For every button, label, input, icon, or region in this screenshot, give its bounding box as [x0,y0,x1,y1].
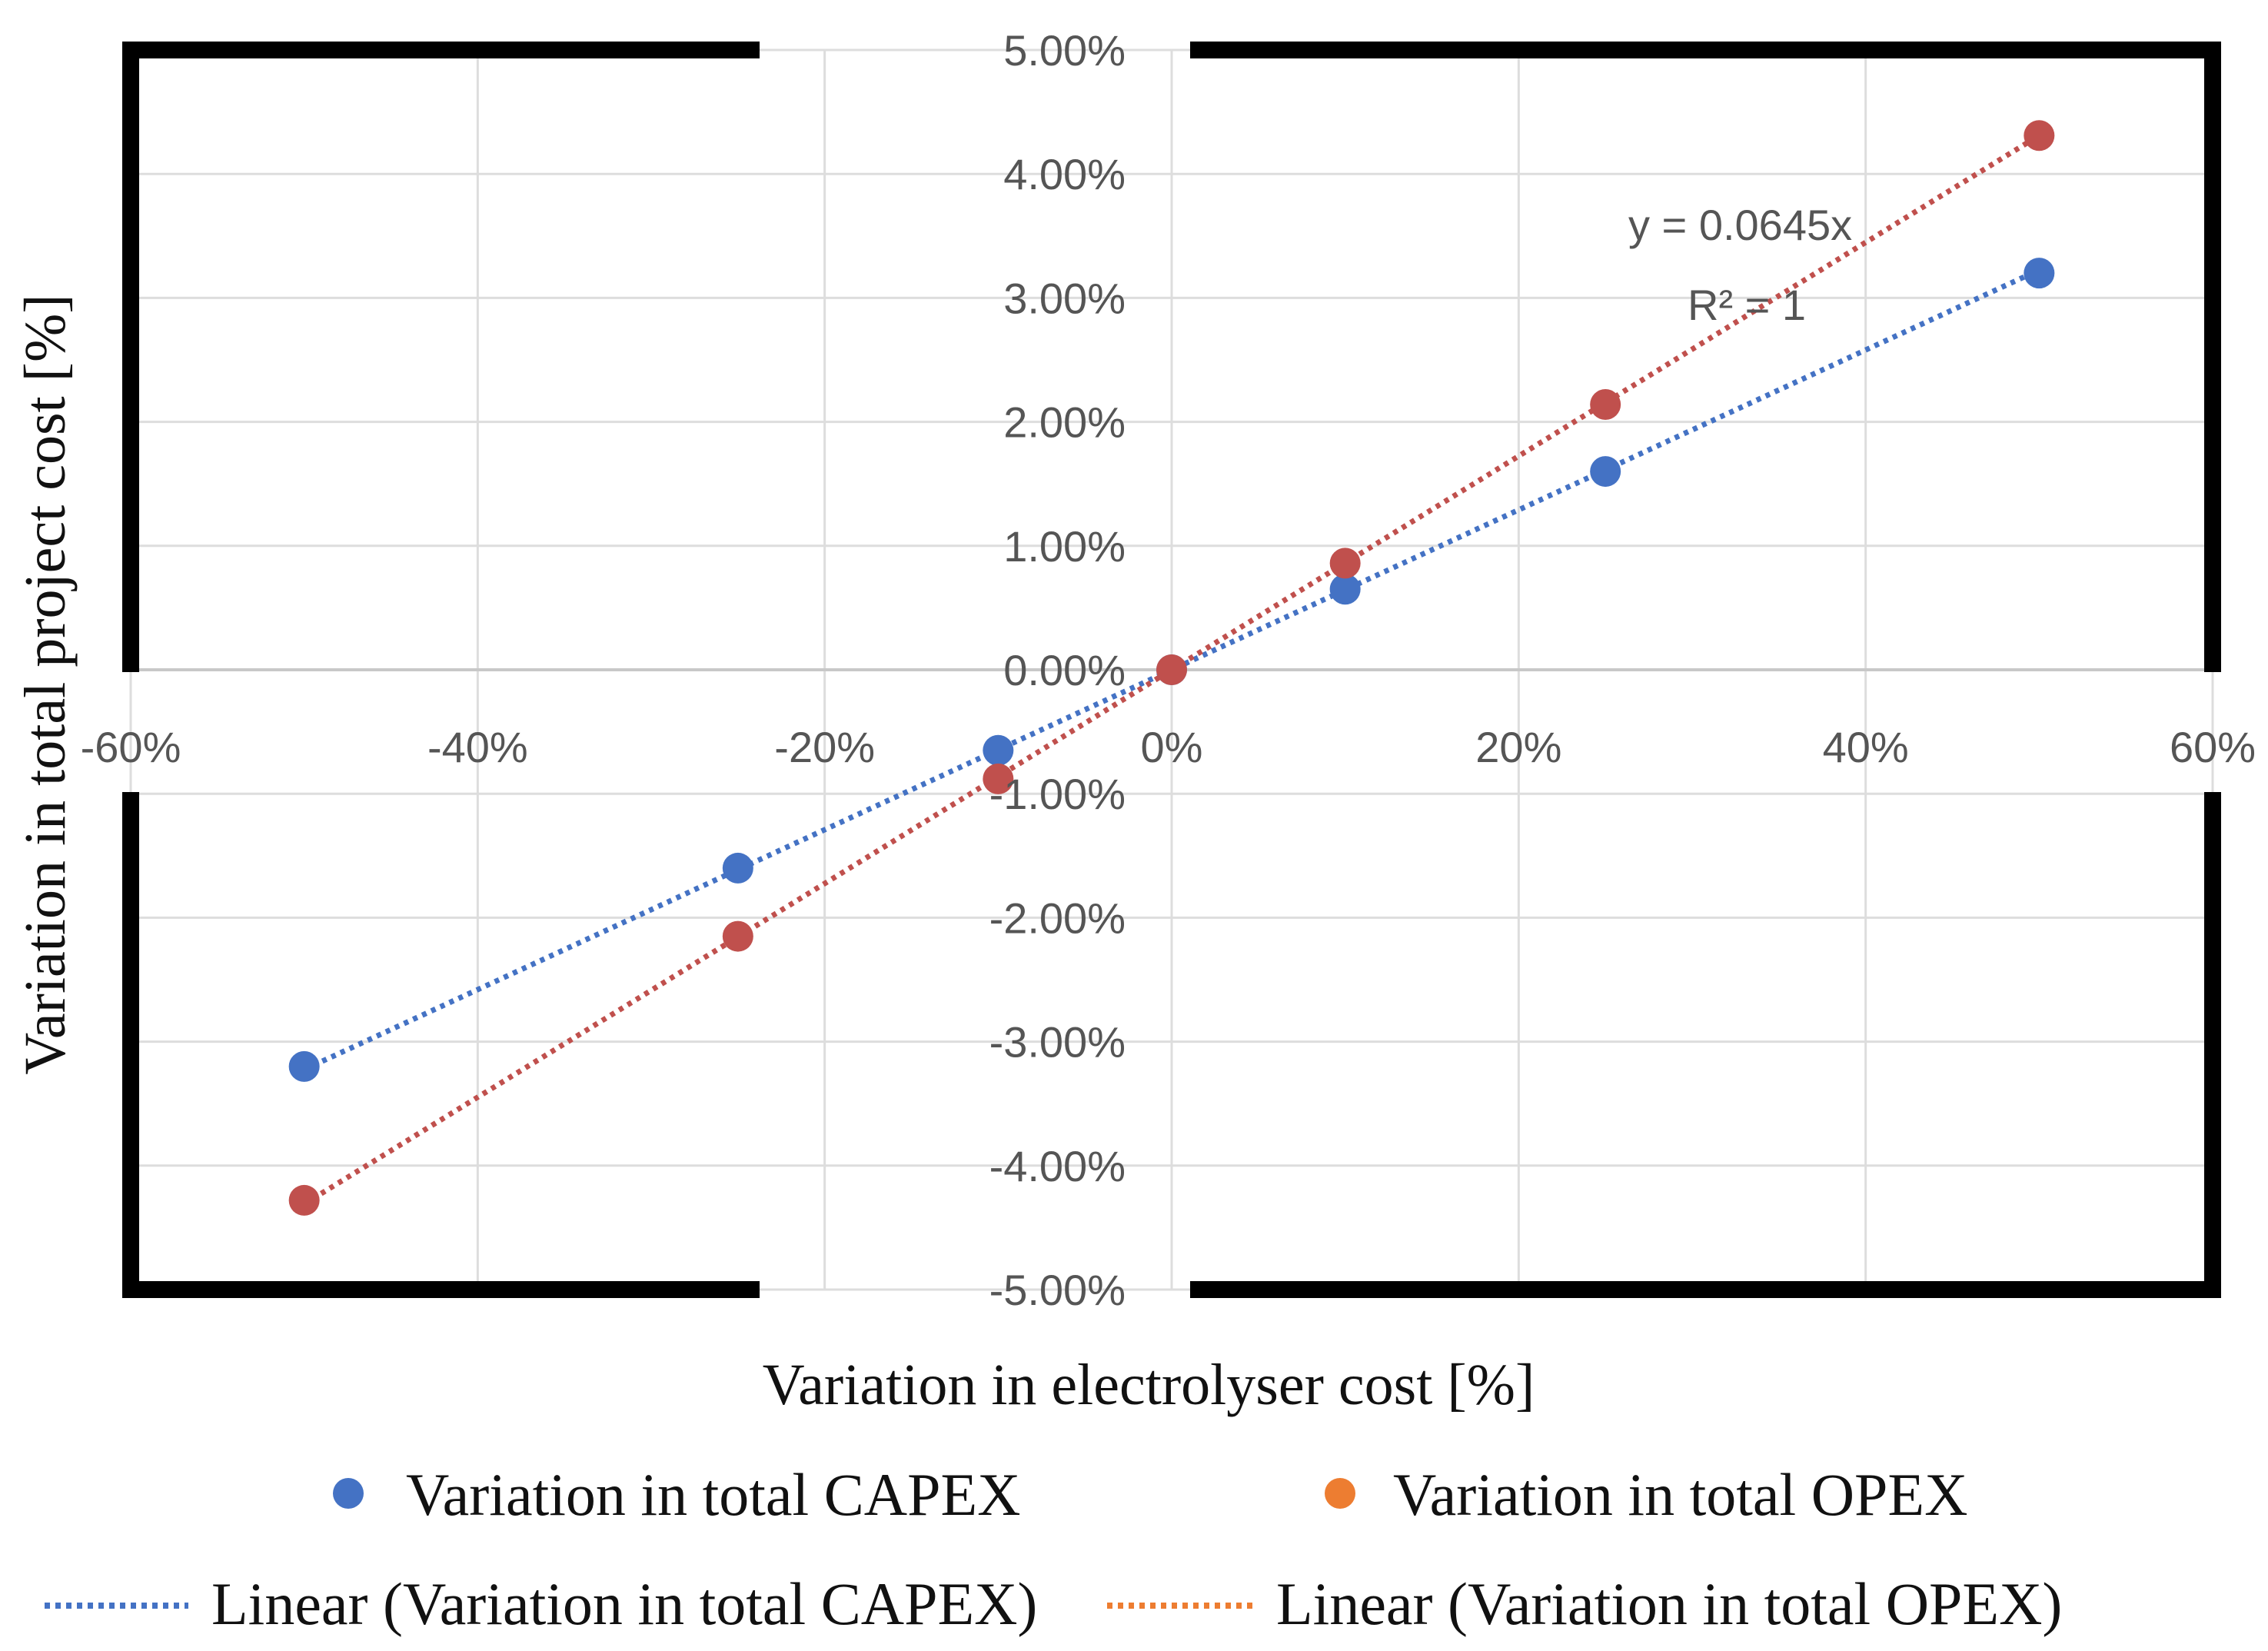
opex-point [722,920,753,952]
legend-label-capex-trend: Linear (Variation in total CAPEX) [211,1570,1037,1637]
trendlines [302,133,2041,1207]
trendline-equation: y = 0.0645x [1628,201,1852,249]
y-tick-label: 2.00% [1003,398,1126,447]
chart-frame [122,42,2221,1298]
y-tick-label: 4.00% [1003,150,1126,198]
capex-point [2024,258,2055,289]
y-tick-label: 1.00% [1003,522,1126,571]
capex-point [1329,574,1361,605]
trendline [303,267,2040,1073]
trendline-r-squared: R² = 1 [1688,281,1806,329]
x-tick-label: 40% [1823,723,1909,771]
legend-marker-opex [1325,1478,1355,1509]
legend-label-opex: Variation in total OPEX [1393,1461,1967,1528]
y-tick-label: -3.00% [989,1018,1126,1067]
opex-point [288,1184,320,1216]
x-tick-label: 20% [1475,723,1561,771]
x-tick-label: 0% [1141,723,1203,771]
capex-point [1590,456,1621,488]
data-points [288,120,2055,1216]
legend: Variation in total CAPEX Variation in to… [45,1461,2062,1637]
opex-point [983,763,1014,794]
y-tick-label: -1.00% [989,770,1126,818]
x-tick-label: -20% [774,723,875,771]
opex-point [1329,548,1361,579]
y-tick-label: -4.00% [989,1142,1126,1190]
x-tick-labels: -60% -40% -20% 0% 20% 40% 60% [81,723,2256,771]
x-tick-label: -60% [81,723,181,771]
y-tick-labels: 5.00% 4.00% 3.00% 2.00% 1.00% 0.00% -1.00% -2.0… [989,26,1126,1314]
opex-point [1156,654,1187,685]
capex-point [983,734,1014,766]
opex-point [1590,389,1621,421]
y-tick-label: -2.00% [989,894,1126,942]
y-tick-label: -5.00% [989,1266,1126,1314]
x-tick-label: 60% [2170,723,2256,771]
x-axis-title: Variation in electrolyser cost [%] [763,1353,1535,1417]
capex-point [722,852,753,884]
legend-label-capex: Variation in total CAPEX [406,1461,1020,1528]
x-tick-label: -40% [427,723,528,771]
legend-marker-capex [333,1478,364,1509]
y-tick-label: 3.00% [1003,274,1126,322]
capex-point [288,1050,320,1082]
y-axis-title: Variation in total project cost [%] [13,294,78,1074]
y-tick-label: 0.00% [1003,646,1126,694]
legend-label-opex-trend: Linear (Variation in total OPEX) [1276,1570,2062,1637]
y-tick-label: 5.00% [1003,26,1126,75]
opex-point [2024,120,2055,151]
